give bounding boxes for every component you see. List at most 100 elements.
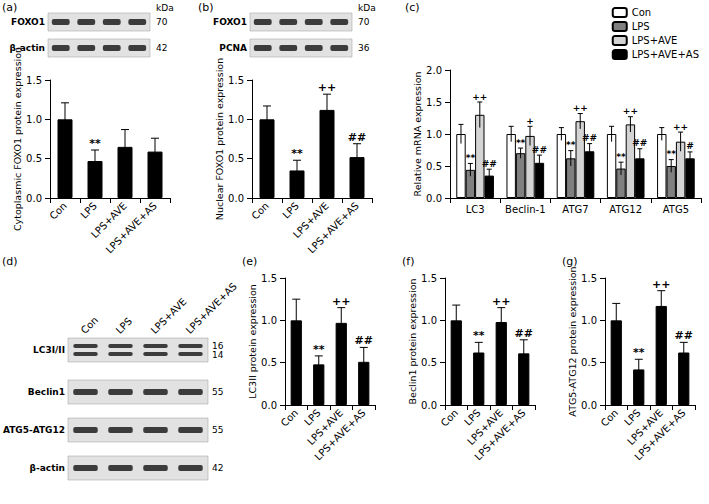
svg-text:##: ## [482, 159, 497, 169]
svg-text:Cytoplasmic FOXO1 protein expr: Cytoplasmic FOXO1 protein expression [12, 47, 23, 231]
svg-text:##: ## [675, 329, 693, 342]
svg-text:1.0: 1.0 [426, 129, 442, 140]
svg-text:LPS+AVE: LPS+AVE [149, 296, 189, 336]
svg-text:++: ++ [332, 295, 350, 308]
svg-text:70: 70 [358, 17, 370, 27]
svg-text:**: ** [291, 147, 303, 160]
svg-text:ATG5: ATG5 [663, 204, 689, 215]
svg-text:**: ** [466, 153, 476, 163]
svg-text:##: ## [632, 138, 647, 148]
svg-text:##: ## [582, 133, 597, 143]
svg-text:0.0: 0.0 [228, 193, 244, 204]
svg-text:Beclin1 protein expression: Beclin1 protein expression [407, 279, 418, 405]
svg-text:LPS: LPS [114, 315, 134, 335]
svg-text:0.5: 0.5 [581, 357, 597, 368]
svg-text:++: ++ [573, 103, 588, 113]
svg-text:0.5: 0.5 [261, 357, 277, 368]
svg-text:42: 42 [212, 463, 223, 473]
svg-text:##: ## [515, 327, 533, 340]
svg-text:LPS+AVE+AS: LPS+AVE+AS [632, 407, 687, 462]
svg-text:**: ** [633, 346, 645, 359]
svg-text:0.0: 0.0 [261, 400, 277, 411]
svg-text:Con: Con [249, 200, 271, 222]
svg-text:++: ++ [652, 278, 670, 291]
svg-text:LC3II protein expression: LC3II protein expression [247, 284, 258, 399]
svg-text:0.5: 0.5 [421, 357, 437, 368]
svg-text:2.0: 2.0 [426, 65, 442, 76]
svg-text:0.0: 0.0 [426, 193, 442, 204]
svg-text:Relative mRNA expression: Relative mRNA expression [412, 71, 423, 196]
svg-text:##: ## [348, 131, 366, 144]
svg-text:Con: Con [632, 7, 651, 18]
svg-text:**: ** [516, 138, 526, 148]
svg-text:LC3: LC3 [466, 204, 485, 215]
svg-text:##: ## [355, 334, 373, 347]
svg-text:1.5: 1.5 [261, 273, 277, 284]
svg-text:(a): (a) [2, 1, 17, 14]
svg-text:0.0: 0.0 [421, 400, 437, 411]
svg-text:LPS+AVE+AS: LPS+AVE+AS [306, 200, 361, 255]
svg-text:0.0: 0.0 [26, 193, 42, 204]
svg-text:PCNA: PCNA [219, 43, 247, 53]
svg-text:0.5: 0.5 [26, 153, 42, 164]
svg-text:Con: Con [599, 407, 621, 429]
svg-text:FOXO1: FOXO1 [11, 17, 45, 27]
svg-text:++: ++ [472, 92, 487, 102]
svg-text:Beclin1: Beclin1 [28, 387, 65, 397]
svg-text:LPS+AVE+AS: LPS+AVE+AS [632, 49, 699, 60]
svg-text:Con: Con [47, 200, 69, 222]
svg-text:1.0: 1.0 [26, 114, 42, 125]
svg-text:1.5: 1.5 [228, 75, 244, 86]
svg-text:1.0: 1.0 [581, 315, 597, 326]
svg-text:**: ** [89, 137, 101, 150]
svg-text:LPS+AVE+AS: LPS+AVE+AS [184, 281, 239, 336]
svg-text:##: ## [532, 145, 547, 155]
svg-text:Beclin-1: Beclin-1 [505, 204, 545, 215]
svg-text:36: 36 [358, 43, 370, 53]
svg-text:0.0: 0.0 [581, 400, 597, 411]
svg-text:ATG5-ATG12: ATG5-ATG12 [3, 425, 65, 435]
svg-text:**: ** [666, 149, 676, 159]
svg-text:FOXO1: FOXO1 [213, 17, 247, 27]
svg-text:(g): (g) [562, 255, 578, 268]
svg-text:LPS+AVE: LPS+AVE [632, 35, 678, 46]
svg-text:LPS+AVE+AS: LPS+AVE+AS [104, 200, 159, 255]
svg-text:70: 70 [156, 17, 168, 27]
svg-text:LPS+AVE+AS: LPS+AVE+AS [312, 407, 367, 462]
svg-text:LC3I/II: LC3I/II [33, 345, 65, 355]
svg-text:1.5: 1.5 [426, 97, 442, 108]
svg-text:ATG7: ATG7 [562, 204, 588, 215]
svg-text:55: 55 [212, 425, 223, 435]
svg-text:**: ** [313, 343, 325, 356]
svg-text:**: ** [566, 140, 576, 150]
svg-text:1.5: 1.5 [26, 75, 42, 86]
svg-text:(b): (b) [198, 1, 214, 14]
svg-text:kDa: kDa [358, 3, 376, 13]
svg-text:++: ++ [673, 122, 688, 132]
svg-text:(e): (e) [242, 255, 257, 268]
svg-text:(d): (d) [2, 255, 18, 268]
svg-text:**: ** [616, 152, 626, 162]
svg-text:Con: Con [279, 407, 301, 429]
svg-text:**: ** [473, 329, 485, 342]
svg-text:0.5: 0.5 [228, 153, 244, 164]
svg-text:1.5: 1.5 [581, 273, 597, 284]
svg-text:1.0: 1.0 [421, 315, 437, 326]
svg-text:#: # [686, 141, 694, 151]
svg-text:1.0: 1.0 [261, 315, 277, 326]
svg-text:β-actin: β-actin [30, 463, 65, 473]
svg-text:Con: Con [439, 407, 461, 429]
svg-text:++: ++ [492, 295, 510, 308]
svg-text:ATG5-ATG12 protein expression: ATG5-ATG12 protein expression [567, 266, 578, 416]
svg-text:Nuclear FOXO1 protein expressi: Nuclear FOXO1 protein expression [214, 58, 225, 220]
svg-text:(f): (f) [402, 255, 414, 268]
svg-text:LPS+AVE+AS: LPS+AVE+AS [472, 407, 527, 462]
svg-text:(c): (c) [405, 1, 420, 14]
svg-text:++: ++ [318, 81, 336, 94]
svg-text:0.5: 0.5 [426, 161, 442, 172]
svg-text:ATG12: ATG12 [609, 204, 642, 215]
svg-text:1.5: 1.5 [421, 273, 437, 284]
svg-text:++: ++ [623, 106, 638, 116]
svg-text:LPS: LPS [280, 200, 300, 220]
svg-text:1.0: 1.0 [228, 114, 244, 125]
